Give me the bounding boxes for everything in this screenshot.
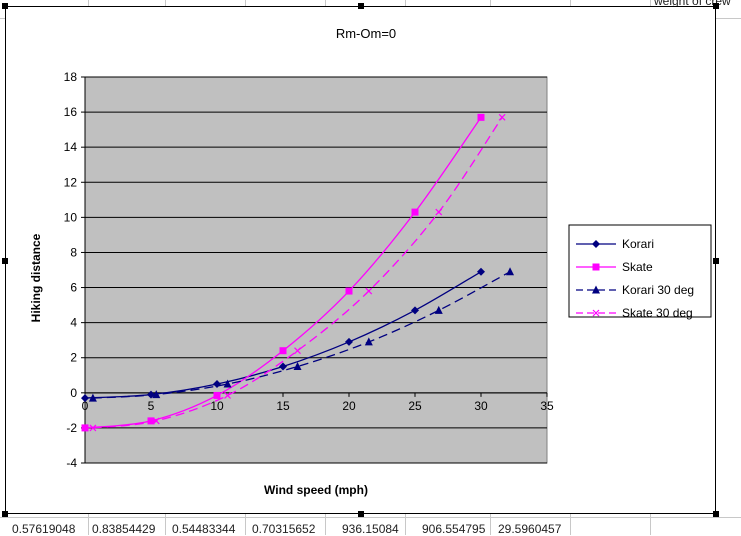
data-point-triangle [506,267,515,276]
data-point-square [477,113,485,121]
data-point-triangle [152,390,161,399]
data-point-square [213,391,221,399]
y-tick-label: -2 [66,421,77,435]
x-tick-label: 30 [474,399,488,413]
x-tick-label: 15 [276,399,290,413]
data-point-diamond [411,306,419,315]
y-tick-label: -4 [66,456,77,470]
selection-handle[interactable] [2,258,8,264]
data-point-x [435,208,443,216]
y-tick-label: 18 [64,70,78,84]
x-tick-label: 20 [342,399,356,413]
data-point-diamond [279,362,287,371]
data-point-triangle [434,305,443,314]
legend-entry: Skate 30 deg [576,306,693,320]
data-point-triangle [223,379,232,388]
data-point-diamond [81,394,89,403]
y-tick-label: 14 [64,140,78,154]
data-point-triangle [592,285,600,294]
y-tick-label: 6 [70,281,77,295]
x-tick-label: 25 [408,399,422,413]
sheet-cell-header: weight of crew [654,0,731,8]
selection-handle[interactable] [713,258,719,264]
y-tick-label: 0 [70,386,77,400]
data-point-x [152,417,160,425]
data-point-x [294,347,301,355]
legend-label: Skate 30 deg [622,306,693,320]
chart-object[interactable]: Rm-Om=0 -4 -2 0 2 4 6 8 10 12 14 16 18 0 5 10 15 20 25 30… [5,6,716,514]
data-point-square [147,417,155,425]
selection-handle[interactable] [358,511,364,517]
legend-entry: Korari 30 deg [576,283,694,297]
data-point-square [345,287,353,295]
plot-area [84,76,548,464]
chart-svg: Rm-Om=0 -4 -2 0 2 4 6 8 10 12 14 16 18 0 5 10 15 20 25 30… [29,26,712,497]
x-tick-label: 10 [210,399,224,413]
x-axis-label: Wind speed (mph) [264,483,368,497]
y-tick-label: 16 [64,105,78,119]
selection-handle[interactable] [2,3,8,9]
legend-entry: Korari [576,237,654,251]
selection-handle[interactable] [2,511,8,517]
sheet-cell[interactable]: 0.57619048 [12,522,76,536]
sheet-row-line [0,517,741,518]
data-point-diamond [345,337,353,346]
legend[interactable]: Korari Skate Korari 30 deg Skate 30 deg [568,224,712,320]
sheet-cell[interactable]: 0.70315652 [252,522,316,536]
data-point-x [592,309,600,317]
x-tick-labels: 0 5 10 15 20 25 30 35 [82,399,554,413]
y-tick-labels: -4 -2 0 2 4 6 8 10 12 14 16 18 [64,70,78,470]
selection-handle[interactable] [713,3,719,9]
legend-label: Korari 30 deg [622,283,694,297]
data-point-x [89,424,97,432]
sheet-cell[interactable]: 0.54483344 [172,522,236,536]
series-skate-30-deg [89,113,506,432]
data-point-square [81,424,89,432]
legend-label: Korari [622,237,654,251]
data-point-diamond [592,240,600,248]
series-skate [81,113,485,432]
chart-title: Rm-Om=0 [336,26,396,41]
data-point-triangle [293,362,302,370]
x-tick-label: 0 [82,399,89,413]
selection-handle[interactable] [358,3,364,9]
data-point-square [592,263,600,271]
data-point-x [365,287,373,295]
sheet-cell[interactable]: 936.15084 [342,522,399,536]
y-tick-label: 4 [70,316,77,330]
x-tick-label: 5 [148,399,155,413]
data-point-x [498,113,506,121]
data-point-triangle [364,337,373,346]
y-axis-label: Hiking distance [29,233,43,322]
x-tick-label: 35 [540,399,554,413]
series-korari-30-deg [88,267,515,402]
y-tick-label: 8 [70,245,77,259]
data-point-triangle [88,393,97,402]
data-point-square [411,208,419,216]
legend-label: Skate [622,260,653,274]
sheet-cell[interactable]: 0.83854429 [92,522,156,536]
legend-entry: Skate [576,260,653,274]
sheet-cell[interactable]: 29.5960457 [498,522,562,536]
y-tick-label: 12 [64,175,78,189]
y-tick-label: 10 [64,210,78,224]
data-point-diamond [477,267,485,276]
data-point-x [224,392,231,399]
series-layer [81,113,515,432]
legend-box [568,224,712,318]
data-point-square [279,347,287,355]
y-tick-label: 2 [70,351,77,365]
selection-handle[interactable] [713,511,719,517]
sheet-cell[interactable]: 906.554795 [422,522,486,536]
